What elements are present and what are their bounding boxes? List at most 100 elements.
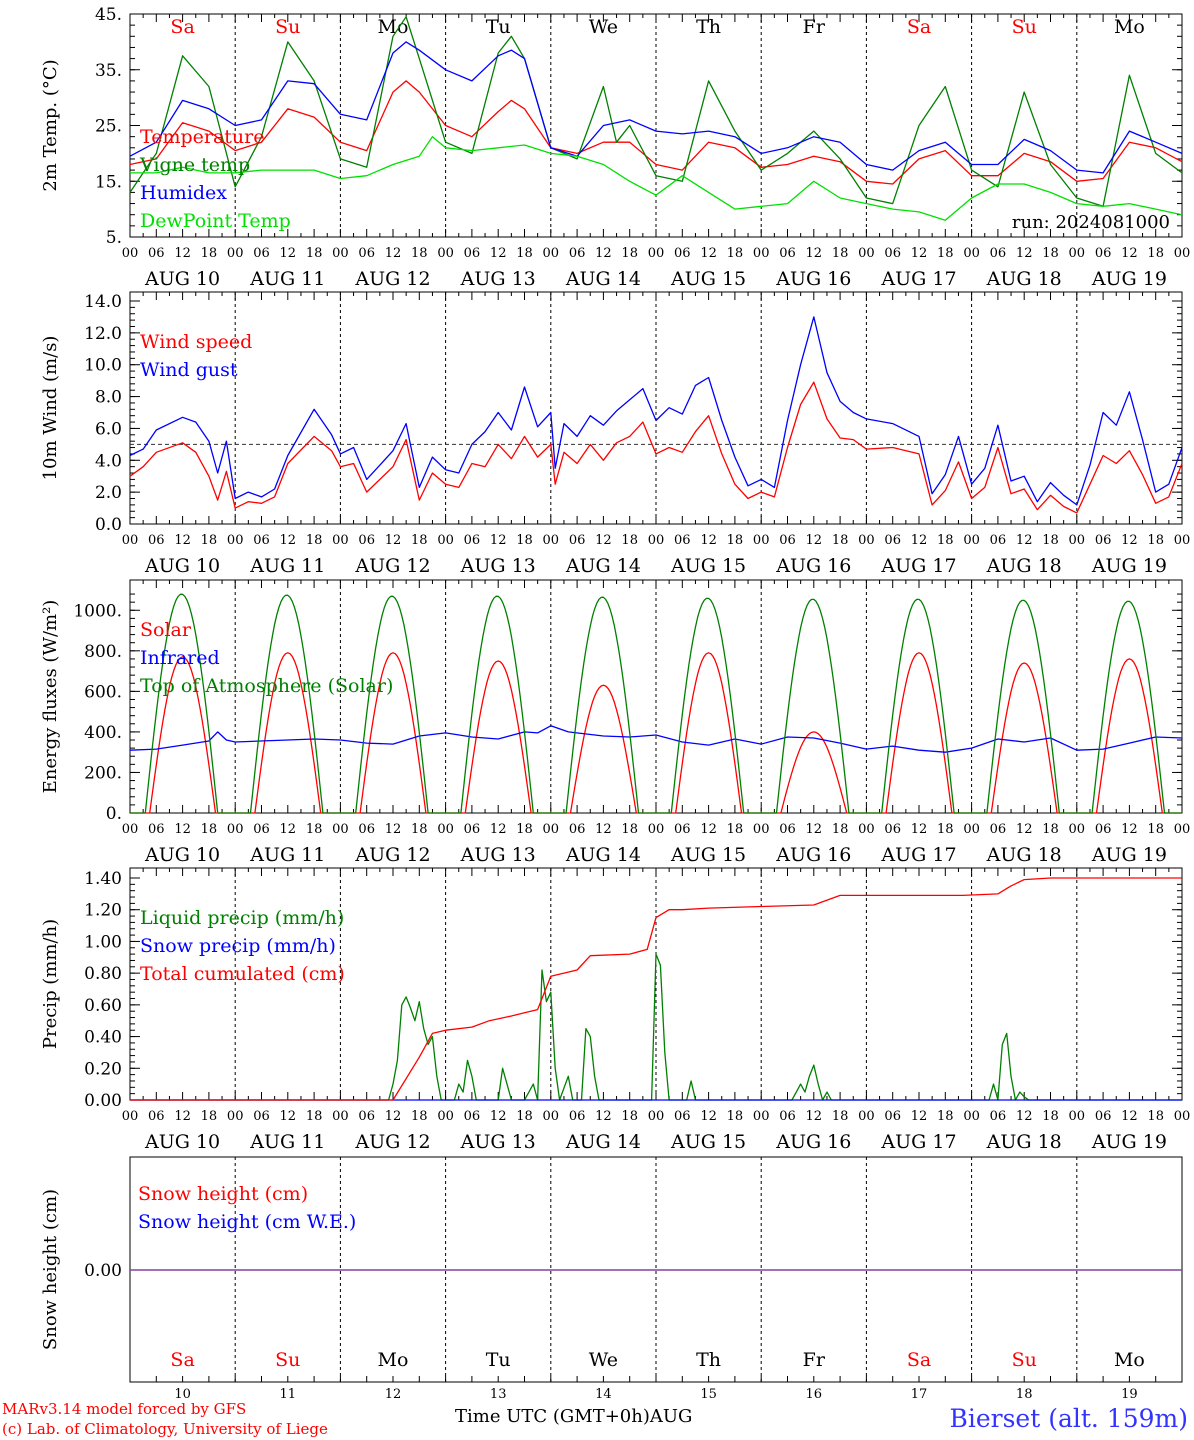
legend-entry: Liquid precip (mm/h) bbox=[140, 907, 344, 929]
series-line-wind-speed bbox=[129, 381, 1183, 514]
hour-label: 18 bbox=[832, 1109, 849, 1124]
day-number-label: 18 bbox=[1016, 1387, 1033, 1402]
y-tick-label: 35. bbox=[95, 61, 122, 81]
legend-entry: Wind gust bbox=[140, 359, 238, 381]
weekday-label: We bbox=[589, 16, 618, 38]
hour-label: 06 bbox=[148, 246, 165, 261]
hour-label: 18 bbox=[1147, 1109, 1164, 1124]
day-number-label: 13 bbox=[490, 1387, 507, 1402]
y-tick-label: 0. bbox=[106, 804, 122, 824]
hour-label: 12 bbox=[280, 533, 297, 548]
x-axis-label: Time UTC (GMT+0h)AUG bbox=[455, 1406, 692, 1427]
y-tick-label: 0.40 bbox=[84, 1028, 122, 1048]
hour-label: 12 bbox=[174, 822, 191, 837]
credit-line-2: (c) Lab. of Climatology, University of L… bbox=[2, 1420, 328, 1438]
y-tick-label: 12.0 bbox=[84, 324, 122, 344]
hour-label: 00 bbox=[332, 822, 349, 837]
weekday-label: Sa bbox=[907, 1349, 931, 1371]
hour-label: 06 bbox=[464, 822, 481, 837]
legend-entry: Total cumulated (cm) bbox=[140, 963, 345, 985]
date-label: AUG 14 bbox=[565, 268, 641, 290]
hour-label: 00 bbox=[753, 246, 770, 261]
date-label: AUG 11 bbox=[249, 555, 325, 577]
hour-label: 18 bbox=[411, 1109, 428, 1124]
hour-label: 00 bbox=[122, 1109, 139, 1124]
hour-label: 18 bbox=[411, 822, 428, 837]
hour-label: 00 bbox=[753, 533, 770, 548]
hour-label: 12 bbox=[806, 246, 823, 261]
hour-label: 12 bbox=[385, 246, 402, 261]
hour-label: 12 bbox=[806, 1109, 823, 1124]
hour-label: 18 bbox=[306, 822, 323, 837]
panel-frame bbox=[129, 13, 1183, 238]
hour-label: 06 bbox=[464, 533, 481, 548]
day-number-label: 19 bbox=[1121, 1387, 1138, 1402]
hour-label: 06 bbox=[884, 1109, 901, 1124]
panel-3: 0. 200. 400. 600. 800. 1000. 00 06 12 18 AUG 10 00 0… bbox=[40, 579, 1190, 866]
day-number-label: 17 bbox=[911, 1387, 928, 1402]
date-label: AUG 10 bbox=[144, 1131, 220, 1153]
legend-entry: Snow height (cm W.E.) bbox=[138, 1211, 356, 1233]
weekday-label: Mo bbox=[378, 1349, 409, 1371]
legend-entry: Snow precip (mm/h) bbox=[140, 935, 336, 957]
hour-label: 12 bbox=[1016, 246, 1033, 261]
hour-label: 12 bbox=[174, 246, 191, 261]
y-tick-label: 600. bbox=[84, 682, 122, 702]
hour-label: 18 bbox=[727, 246, 744, 261]
hour-label: 18 bbox=[727, 1109, 744, 1124]
hour-label: 12 bbox=[490, 1109, 507, 1124]
weekday-label: Sa bbox=[170, 1349, 194, 1371]
hour-label: 06 bbox=[1095, 246, 1112, 261]
hour-label: 12 bbox=[911, 822, 928, 837]
hour-label: 18 bbox=[516, 822, 533, 837]
hour-label: 06 bbox=[779, 822, 796, 837]
hour-label: 00 bbox=[648, 1109, 665, 1124]
y-tick-label: 5. bbox=[106, 228, 122, 248]
hour-label: 06 bbox=[674, 533, 691, 548]
hour-label: 18 bbox=[1042, 533, 1059, 548]
hour-label: 06 bbox=[253, 533, 270, 548]
hour-label: 00 bbox=[437, 533, 454, 548]
y-tick-label: 200. bbox=[84, 763, 122, 783]
hour-label: 12 bbox=[490, 246, 507, 261]
legend-entry: Infrared bbox=[140, 647, 220, 669]
hour-label: 12 bbox=[806, 533, 823, 548]
hour-label: 06 bbox=[674, 822, 691, 837]
legend-entry: Vigne temp bbox=[139, 154, 250, 176]
y-axis-title: Energy fluxes (W/m²) bbox=[40, 600, 61, 794]
hour-label: 12 bbox=[595, 246, 612, 261]
panel-2: 0.0 2.0 4.0 6.0 8.0 10.0 12.0 14.0 00 06 12 18 AUG 1… bbox=[40, 291, 1191, 577]
hour-label: 00 bbox=[437, 1109, 454, 1124]
hour-label: 18 bbox=[621, 822, 638, 837]
weekday-label: Th bbox=[696, 1349, 721, 1371]
weekday-label: Su bbox=[275, 1349, 300, 1371]
hour-label: 06 bbox=[1095, 822, 1112, 837]
hour-label: 00 bbox=[332, 1109, 349, 1124]
y-tick-label: 1.00 bbox=[84, 932, 122, 952]
hour-label: 06 bbox=[990, 246, 1007, 261]
date-label: AUG 11 bbox=[249, 844, 325, 866]
hour-label: 00 bbox=[122, 533, 139, 548]
hour-label: 18 bbox=[306, 533, 323, 548]
weekday-label: Mo bbox=[378, 16, 409, 38]
hour-label: 12 bbox=[595, 533, 612, 548]
date-label: AUG 17 bbox=[880, 268, 956, 290]
hour-label: 00 bbox=[858, 822, 875, 837]
date-label: AUG 13 bbox=[460, 268, 536, 290]
hour-label: 00 bbox=[332, 533, 349, 548]
y-tick-label: 1.20 bbox=[84, 901, 122, 921]
hour-label: 12 bbox=[1121, 822, 1138, 837]
hour-label: 00 bbox=[1174, 533, 1191, 548]
hour-label: 06 bbox=[148, 822, 165, 837]
hour-label: 12 bbox=[1121, 533, 1138, 548]
hour-label: 00 bbox=[963, 246, 980, 261]
hour-label: 12 bbox=[385, 822, 402, 837]
y-tick-label: 15. bbox=[95, 172, 122, 192]
series-line-wind-gust bbox=[129, 316, 1183, 506]
hour-label: 06 bbox=[464, 246, 481, 261]
hour-label: 06 bbox=[253, 822, 270, 837]
date-label: AUG 18 bbox=[986, 844, 1062, 866]
hour-label: 06 bbox=[569, 246, 586, 261]
hour-label: 18 bbox=[201, 246, 218, 261]
date-label: AUG 12 bbox=[354, 844, 430, 866]
